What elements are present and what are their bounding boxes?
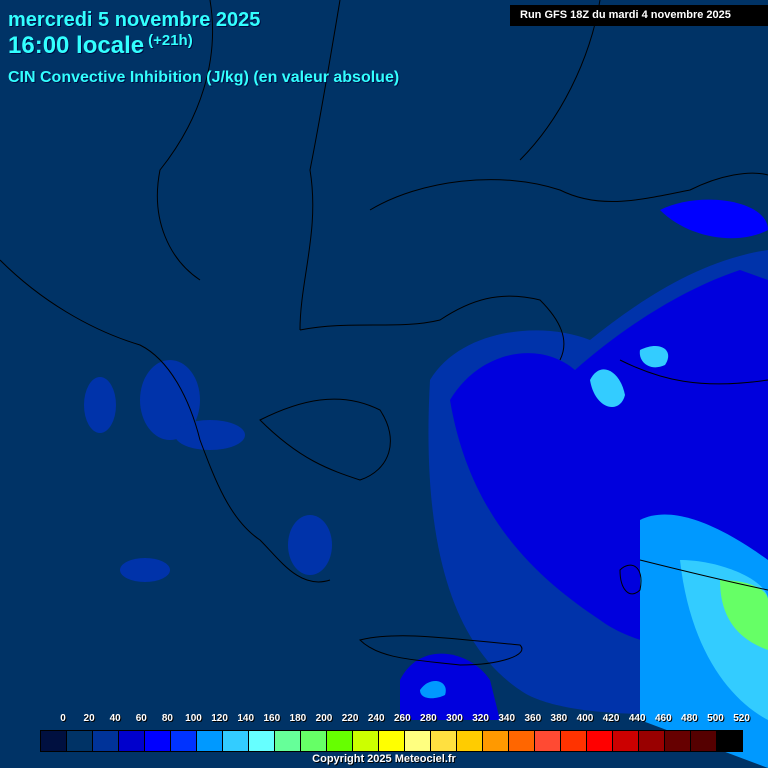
legend-label: 260 [393,713,411,724]
legend-swatch [691,731,717,751]
legend-swatch [639,731,665,751]
legend-swatch [249,731,275,751]
legend-swatch [119,731,145,751]
legend-swatch [535,731,561,751]
cin-field [84,199,768,768]
legend-label: 280 [420,713,437,724]
legend-swatch [223,731,249,751]
legend-label: 180 [289,713,307,724]
legend-swatch [457,731,483,751]
legend-label: 440 [628,713,646,724]
legend-label: 300 [446,713,463,724]
legend-swatch [67,731,93,751]
coastlines-borders [0,0,768,666]
legend-label: 80 [161,713,173,724]
legend-swatch [483,731,509,751]
legend-swatch [431,731,457,751]
lead-time: (+21h) [148,32,193,49]
legend-swatch [665,731,691,751]
legend-label: 0 [60,713,66,724]
color-legend [40,730,743,752]
legend-label: 360 [524,713,542,724]
legend-label: 340 [498,713,516,724]
legend-label: 420 [602,713,620,724]
legend-label: 60 [135,713,147,724]
legend-label: 520 [733,713,750,724]
legend-label: 380 [550,713,568,724]
legend-label: 40 [109,713,121,724]
legend-swatch [197,731,223,751]
local-time: 16:00 locale [8,32,145,59]
legend-swatch [301,731,327,751]
legend-label: 140 [237,713,255,724]
legend-swatch [353,731,379,751]
legend-label: 200 [315,713,333,724]
legend-swatch [145,731,171,751]
parameter-title: CIN Convective Inhibition (J/kg) (en val… [8,69,400,86]
run-info: Run GFS 18Z du mardi 4 novembre 2025 [510,5,768,26]
legend-label: 20 [83,713,95,724]
legend-label: 120 [211,713,228,724]
legend-label: 320 [472,713,489,724]
legend-swatch [275,731,301,751]
copyright: Copyright 2025 Meteociel.fr [312,753,456,765]
legend-swatch [379,731,405,751]
legend-label: 100 [185,713,202,724]
legend-label: 500 [707,713,724,724]
legend-swatch [327,731,353,751]
forecast-time: 16:00 locale (+21h) [8,32,193,60]
legend-swatch [171,731,197,751]
legend-swatch [93,731,119,751]
legend-label: 160 [263,713,281,724]
forecast-date: mercredi 5 novembre 2025 [8,9,261,31]
legend-label: 400 [576,713,594,724]
legend-swatch [587,731,613,751]
legend-label: 220 [341,713,359,724]
legend-labels: 0 20 40 60 80 100 120 140 160 180 200 220 240 260 280 3… [0,713,768,727]
legend-swatch [717,731,742,751]
legend-swatch [509,731,535,751]
legend-swatch [41,731,67,751]
legend-swatch [405,731,431,751]
legend-label: 240 [367,713,385,724]
legend-swatch [561,731,587,751]
legend-label: 460 [654,713,672,724]
legend-swatch [613,731,639,751]
legend-label: 480 [681,713,698,724]
